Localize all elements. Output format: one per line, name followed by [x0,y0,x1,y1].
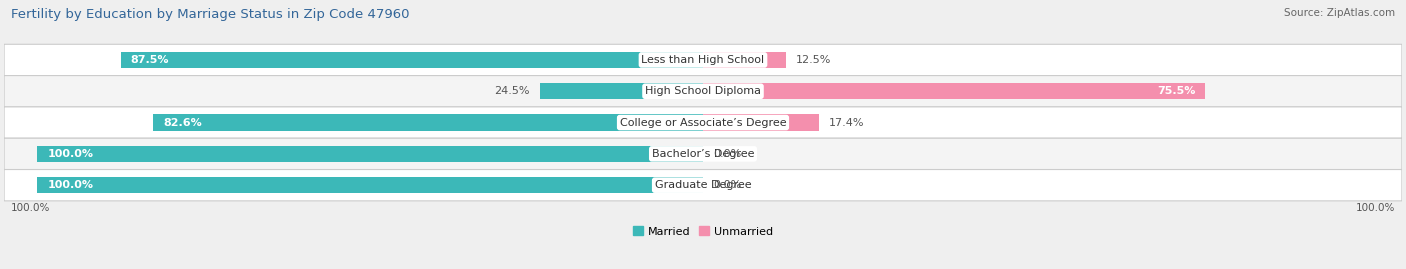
Bar [121,52,703,68]
Text: Graduate Degree: Graduate Degree [655,180,751,190]
Text: High School Diploma: High School Diploma [645,86,761,96]
FancyBboxPatch shape [4,107,1402,138]
Bar [38,177,703,193]
Text: 100.0%: 100.0% [11,203,51,213]
FancyBboxPatch shape [4,138,1402,169]
Text: 24.5%: 24.5% [495,86,530,96]
Text: 82.6%: 82.6% [163,118,202,128]
Text: 100.0%: 100.0% [1355,203,1395,213]
Bar [540,83,703,99]
Text: Bachelor’s Degree: Bachelor’s Degree [652,149,754,159]
Bar [153,114,703,131]
Text: Less than High School: Less than High School [641,55,765,65]
FancyBboxPatch shape [4,169,1402,201]
Bar [703,52,786,68]
Bar [703,114,818,131]
Text: 12.5%: 12.5% [796,55,831,65]
Bar [703,83,1205,99]
Text: 0.0%: 0.0% [713,149,741,159]
Bar [38,146,703,162]
Text: 100.0%: 100.0% [48,180,93,190]
Text: 75.5%: 75.5% [1157,86,1195,96]
Text: 17.4%: 17.4% [828,118,865,128]
Text: Fertility by Education by Marriage Status in Zip Code 47960: Fertility by Education by Marriage Statu… [11,8,409,21]
FancyBboxPatch shape [4,44,1402,76]
Text: 100.0%: 100.0% [48,149,93,159]
Legend: Married, Unmarried: Married, Unmarried [628,222,778,241]
Text: 0.0%: 0.0% [713,180,741,190]
Text: College or Associate’s Degree: College or Associate’s Degree [620,118,786,128]
Text: 87.5%: 87.5% [131,55,169,65]
Text: Source: ZipAtlas.com: Source: ZipAtlas.com [1284,8,1395,18]
FancyBboxPatch shape [4,76,1402,107]
